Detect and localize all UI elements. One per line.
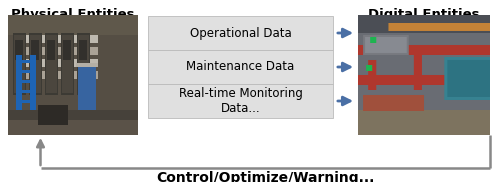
FancyBboxPatch shape <box>148 16 333 50</box>
Text: Maintenance Data: Maintenance Data <box>186 60 294 74</box>
Text: Real-time Monitoring
Data...: Real-time Monitoring Data... <box>178 87 302 115</box>
Text: Physical Entities: Physical Entities <box>11 8 135 21</box>
Text: Control/Optimize/Warning...: Control/Optimize/Warning... <box>156 171 374 182</box>
Text: Digital Entities: Digital Entities <box>368 8 480 21</box>
FancyBboxPatch shape <box>148 50 333 84</box>
Text: Operational Data: Operational Data <box>190 27 292 39</box>
FancyBboxPatch shape <box>148 84 333 118</box>
